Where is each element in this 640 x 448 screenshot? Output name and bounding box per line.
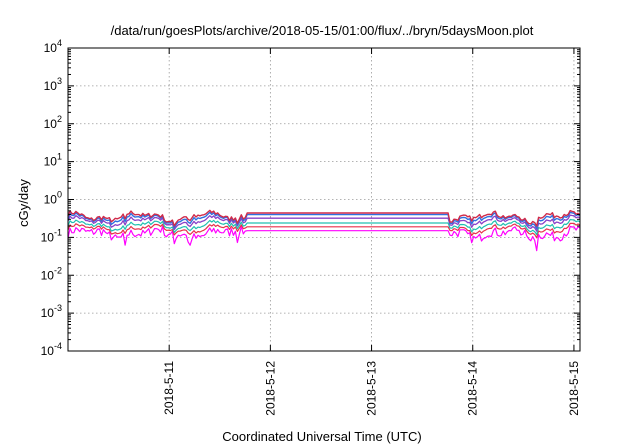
y-tick-label: 102 [44, 114, 62, 131]
x-axis-label: Coordinated Universal Time (UTC) [222, 429, 421, 444]
series-line [67, 222, 581, 239]
series-layer [67, 209, 581, 252]
series-line [67, 211, 581, 230]
x-tick-label: 2018-5-13 [365, 361, 379, 416]
grid-lines [68, 48, 580, 351]
y-tick-label: 10-1 [41, 227, 62, 244]
y-tick-label: 101 [44, 152, 62, 169]
series-line [67, 209, 581, 227]
y-axis-label: cGy/day [16, 179, 31, 227]
x-tick-label: 2018-5-14 [466, 361, 480, 416]
x-tick-label: 2018-5-12 [263, 361, 277, 416]
y-tick-label: 10-4 [41, 341, 62, 358]
axis-ticks [68, 47, 580, 352]
y-tick-label: 10-3 [41, 303, 62, 320]
y-tick-label: 100 [44, 190, 62, 207]
series-line [67, 218, 581, 236]
tick-labels: 10-4 10-3 10-2 10-1 100 101 102 103 104 2018-5-11… [41, 38, 581, 416]
series-line [67, 214, 581, 232]
x-tick-label: 2018-5-15 [567, 361, 581, 416]
series-line [67, 225, 581, 252]
y-tick-label: 103 [44, 76, 62, 93]
y-tick-label: 10-2 [41, 265, 62, 282]
y-tick-label: 104 [44, 38, 62, 55]
chart-title: /data/run/goesPlots/archive/2018-05-15/0… [111, 23, 534, 38]
x-tick-label: 2018-5-11 [162, 361, 176, 415]
